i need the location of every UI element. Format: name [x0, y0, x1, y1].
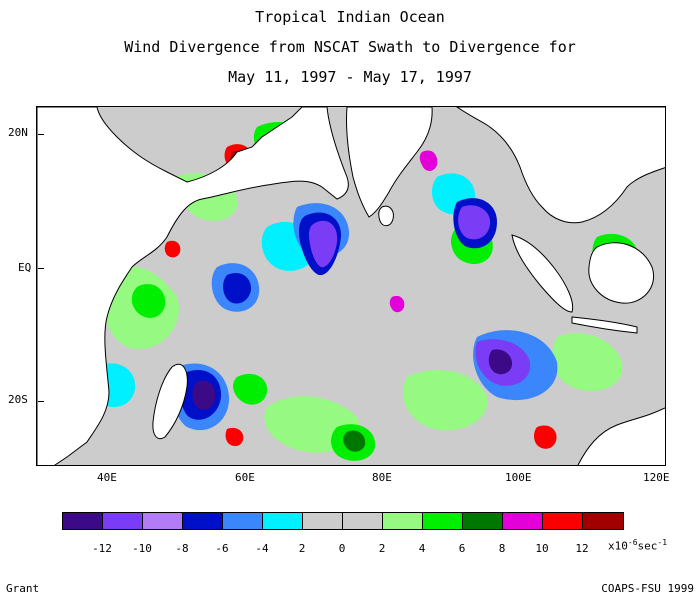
- madagascar-land: [152, 363, 188, 440]
- field-dark-purple: [192, 380, 216, 410]
- color-scale-label: 10: [535, 542, 549, 555]
- source-credit: COAPS-FSU 1999: [601, 582, 694, 595]
- color-scale-cell: [463, 513, 503, 529]
- field-green: [233, 373, 268, 405]
- field-magenta: [419, 150, 438, 171]
- australia-land: [577, 407, 665, 465]
- lat-label-eq: EQ: [18, 261, 32, 274]
- color-scale-cell: [583, 513, 623, 529]
- color-scale-label: -12: [92, 542, 112, 555]
- color-scale-cell: [383, 513, 423, 529]
- lon-label-40e: 40E: [97, 471, 117, 484]
- lon-label-80e: 80E: [372, 471, 392, 484]
- lat-tick: [38, 401, 44, 402]
- field-magenta: [389, 295, 405, 313]
- color-scale-cell: [343, 513, 383, 529]
- lat-tick: [38, 268, 44, 269]
- sri-lanka-land: [378, 205, 394, 227]
- field-medium-purple: [458, 205, 491, 240]
- color-scale-cell: [263, 513, 303, 529]
- color-scale-label: 12: [575, 542, 589, 555]
- divergence-map: [36, 106, 666, 466]
- field-dark-purple: [488, 349, 513, 375]
- map-title: Tropical Indian Ocean: [255, 8, 445, 26]
- color-scale-cell: [423, 513, 463, 529]
- color-scale-cell: [183, 513, 223, 529]
- color-scale-label: -8: [175, 542, 189, 555]
- color-scale-label: 0: [338, 542, 346, 555]
- author-credit: Grant: [6, 582, 40, 595]
- field-light-green: [403, 369, 488, 431]
- field-blue: [223, 272, 252, 304]
- color-scale-label: -4: [255, 542, 269, 555]
- land-masses: [37, 107, 665, 465]
- color-scale-cell: [143, 513, 183, 529]
- color-scale-cell: [543, 513, 583, 529]
- color-scale-unit: x10-6sec-1: [608, 538, 668, 553]
- africa-arabia-land: [37, 107, 349, 465]
- lat-label-20n: 20N: [8, 126, 28, 139]
- color-scale-label: 6: [458, 542, 466, 555]
- sumatra-land: [511, 234, 574, 313]
- color-scale-label: 8: [498, 542, 506, 555]
- field-red: [164, 240, 181, 258]
- lat-tick: [38, 134, 44, 135]
- lat-label-20s: 20S: [8, 393, 28, 406]
- color-scale-bar: [62, 512, 624, 530]
- lon-label-120e: 120E: [643, 471, 670, 484]
- field-green: [131, 284, 166, 318]
- borneo-land: [588, 242, 654, 304]
- color-scale-label: -10: [132, 542, 152, 555]
- field-medium-purple: [309, 220, 338, 268]
- india-land: [345, 107, 433, 218]
- lon-label-60e: 60E: [235, 471, 255, 484]
- color-scale-label: 2: [298, 542, 306, 555]
- field-dark-green: [343, 430, 366, 452]
- color-scale-cell: [103, 513, 143, 529]
- southeast-asia-land: [456, 107, 665, 224]
- date-range: May 11, 1997 - May 17, 1997: [228, 68, 472, 86]
- color-scale-cell: [503, 513, 543, 529]
- color-scale-label: 4: [418, 542, 426, 555]
- field-red: [225, 427, 244, 447]
- field-red: [534, 425, 557, 449]
- field-light-green: [552, 333, 623, 391]
- color-scale-cell: [63, 513, 103, 529]
- color-scale-cell: [303, 513, 343, 529]
- lon-label-100e: 100E: [505, 471, 532, 484]
- java-land: [571, 316, 638, 334]
- color-scale-label: -6: [215, 542, 229, 555]
- color-scale-label: 2: [378, 542, 386, 555]
- map-subtitle: Wind Divergence from NSCAT Swath to Dive…: [124, 38, 576, 56]
- color-scale-cell: [223, 513, 263, 529]
